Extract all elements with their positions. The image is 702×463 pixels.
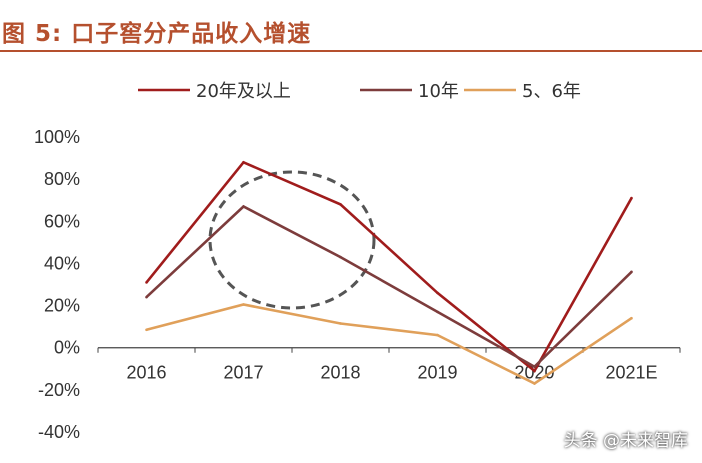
annotation-layer [208, 170, 376, 310]
annotation-dashed-ellipse [208, 170, 376, 310]
series-line-2 [145, 204, 633, 369]
y-tick-label: 40% [44, 253, 80, 273]
data-point [436, 291, 439, 295]
y-tick-label: 80% [44, 169, 80, 189]
x-tick-label: 2018 [320, 363, 360, 383]
data-point [533, 382, 536, 385]
figure-label: 图 5: [2, 21, 63, 47]
legend-label: 20年及以上 [196, 81, 291, 102]
legend-label: 5、6年 [522, 81, 581, 102]
data-point [339, 255, 342, 259]
title-divider [0, 50, 702, 52]
data-point [339, 203, 342, 206]
y-tick-label: 100% [34, 127, 80, 147]
y-tick-label: 0% [54, 338, 80, 358]
y-axis: 100% 80% 60% 40% 20% 0% -20% -40% [34, 127, 80, 442]
x-tick-label: 2017 [223, 363, 263, 383]
data-point [630, 196, 633, 200]
data-point [533, 369, 536, 373]
data-point [630, 270, 633, 274]
chart-legend: 20年及以上 10年 5、6年 [138, 81, 581, 102]
data-point [630, 316, 633, 320]
legend-label: 10年 [418, 81, 459, 102]
series-line-3 [146, 303, 633, 386]
series-layer [145, 160, 633, 386]
data-point [242, 205, 245, 208]
x-tick-label: 2019 [417, 363, 457, 383]
y-tick-label: 20% [44, 296, 80, 316]
data-point [339, 322, 342, 325]
figure-title-text: 口子窖分产品收入增速 [71, 21, 312, 47]
data-point [533, 365, 536, 368]
y-tick-label: -40% [38, 422, 80, 442]
data-point [145, 328, 148, 332]
y-tick-label: 60% [44, 211, 80, 231]
data-point [436, 333, 439, 337]
x-tick-label: 2016 [126, 363, 166, 383]
x-axis: 2016 2017 2018 2019 2020 2021E [97, 347, 681, 383]
data-point [145, 281, 148, 284]
figure-title: 图 5: 口子窖分产品收入增速 [2, 14, 311, 48]
data-point [145, 295, 148, 299]
data-point [242, 160, 245, 164]
series-line-1 [145, 160, 633, 373]
data-point [436, 310, 439, 314]
data-point [242, 303, 245, 306]
watermark-text: 头条 @未来智库 [563, 431, 688, 451]
y-tick-label: -20% [38, 380, 80, 400]
x-tick-label: 2021E [605, 363, 657, 383]
